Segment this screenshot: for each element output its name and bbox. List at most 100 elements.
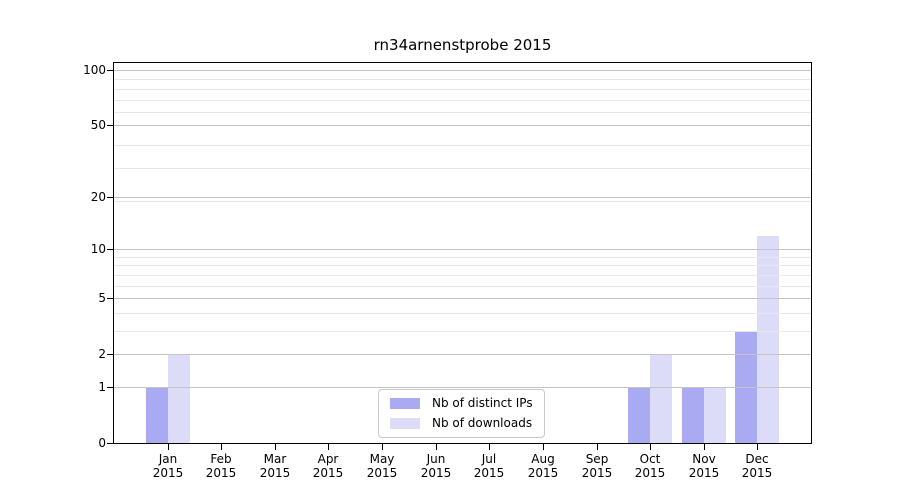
y-tick-label: 2 (98, 347, 106, 361)
x-tick-month: Oct (639, 452, 661, 466)
minor-gridline (114, 286, 811, 287)
x-tick-label: Nov 2015 (674, 452, 734, 480)
x-tick-year: 2015 (152, 466, 184, 480)
legend-swatch-distinct-ips (390, 398, 420, 409)
x-tick-label: May 2015 (352, 452, 412, 480)
minor-gridline (114, 79, 811, 80)
x-tick-month: Jan (158, 452, 178, 466)
y-axis-tick (107, 70, 113, 71)
x-tick-year: 2015 (366, 466, 398, 480)
major-gridline (114, 125, 811, 126)
x-tick-month: Jun (426, 452, 446, 466)
x-tick-label: Jul 2015 (459, 452, 519, 480)
x-tick-year: 2015 (688, 466, 720, 480)
x-axis-tick (382, 444, 383, 450)
y-axis-tick (107, 249, 113, 250)
x-axis-tick (757, 444, 758, 450)
y-axis-tick (107, 443, 113, 444)
bar-distinct-ips-nov (682, 387, 704, 443)
legend-entry-distinct-ips: Nb of distinct IPs (390, 396, 533, 411)
major-gridline (114, 354, 811, 355)
y-axis-tick (107, 125, 113, 126)
minor-gridline (114, 201, 811, 202)
x-tick-month: Sep (585, 452, 609, 466)
chart-title: rn34arnenstprobe 2015 (373, 36, 552, 54)
minor-gridline (114, 275, 811, 276)
minor-gridline (114, 100, 811, 101)
minor-gridline (114, 331, 811, 332)
minor-gridline (114, 265, 811, 266)
x-axis-tick (168, 444, 169, 450)
minor-gridline (114, 168, 811, 169)
y-tick-label: 1 (98, 380, 106, 394)
major-gridline (114, 387, 811, 388)
bar-downloads-oct (650, 354, 672, 443)
bar-downloads-nov (704, 387, 726, 443)
minor-gridline (114, 145, 811, 146)
x-tick-year: 2015 (581, 466, 613, 480)
major-gridline (114, 249, 811, 250)
y-axis-tick (107, 354, 113, 355)
y-axis-tick (107, 298, 113, 299)
legend-label: Nb of downloads (432, 416, 533, 430)
x-tick-month: Jul (481, 452, 497, 466)
x-tick-year: 2015 (312, 466, 344, 480)
x-tick-label: Aug 2015 (513, 452, 573, 480)
bar-downloads-jan (168, 354, 190, 443)
y-tick-label: 100 (83, 63, 106, 77)
legend: Nb of distinct IPs Nb of downloads (378, 389, 545, 438)
x-axis-tick (543, 444, 544, 450)
y-tick-label: 10 (90, 242, 106, 256)
x-axis-tick (328, 444, 329, 450)
legend-label: Nb of distinct IPs (432, 396, 533, 410)
x-tick-month: Apr (317, 452, 339, 466)
x-axis-tick (489, 444, 490, 450)
legend-swatch-downloads (390, 418, 420, 429)
x-tick-year: 2015 (634, 466, 666, 480)
x-tick-label: Dec 2015 (727, 452, 787, 480)
x-tick-year: 2015 (473, 466, 505, 480)
x-tick-label: Feb 2015 (191, 452, 251, 480)
x-axis-tick (275, 444, 276, 450)
bar-distinct-ips-jan (146, 387, 168, 443)
x-axis-tick (221, 444, 222, 450)
bar-distinct-ips-oct (628, 387, 650, 443)
x-tick-month: May (369, 452, 395, 466)
minor-gridline (114, 89, 811, 90)
bar-downloads-dec (757, 236, 779, 443)
minor-gridline (114, 112, 811, 113)
minor-gridline (114, 313, 811, 314)
x-tick-month: Feb (210, 452, 232, 466)
x-tick-month: Nov (692, 452, 716, 466)
x-tick-month: Dec (745, 452, 769, 466)
major-gridline (114, 197, 811, 198)
x-tick-month: Aug (531, 452, 555, 466)
x-tick-year: 2015 (259, 466, 291, 480)
y-axis-tick (107, 387, 113, 388)
x-axis-tick (650, 444, 651, 450)
x-axis-tick (704, 444, 705, 450)
x-tick-label: Sep 2015 (567, 452, 627, 480)
x-tick-label: Oct 2015 (620, 452, 680, 480)
y-tick-label: 20 (90, 190, 106, 204)
y-tick-label: 50 (90, 118, 106, 132)
minor-gridline (114, 257, 811, 258)
major-gridline (114, 70, 811, 71)
x-axis-tick (436, 444, 437, 450)
x-tick-label: Mar 2015 (245, 452, 305, 480)
x-tick-year: 2015 (205, 466, 237, 480)
legend-entry-downloads: Nb of downloads (390, 416, 533, 431)
x-axis-tick (597, 444, 598, 450)
x-tick-year: 2015 (527, 466, 559, 480)
y-axis-tick (107, 197, 113, 198)
x-tick-label: Jan 2015 (138, 452, 198, 480)
x-tick-year: 2015 (741, 466, 773, 480)
x-tick-year: 2015 (420, 466, 452, 480)
y-tick-label: 0 (98, 436, 106, 450)
y-tick-label: 5 (98, 291, 106, 305)
x-tick-month: Mar (263, 452, 287, 466)
plot-area (113, 62, 812, 444)
major-gridline (114, 298, 811, 299)
x-tick-label: Apr 2015 (298, 452, 358, 480)
